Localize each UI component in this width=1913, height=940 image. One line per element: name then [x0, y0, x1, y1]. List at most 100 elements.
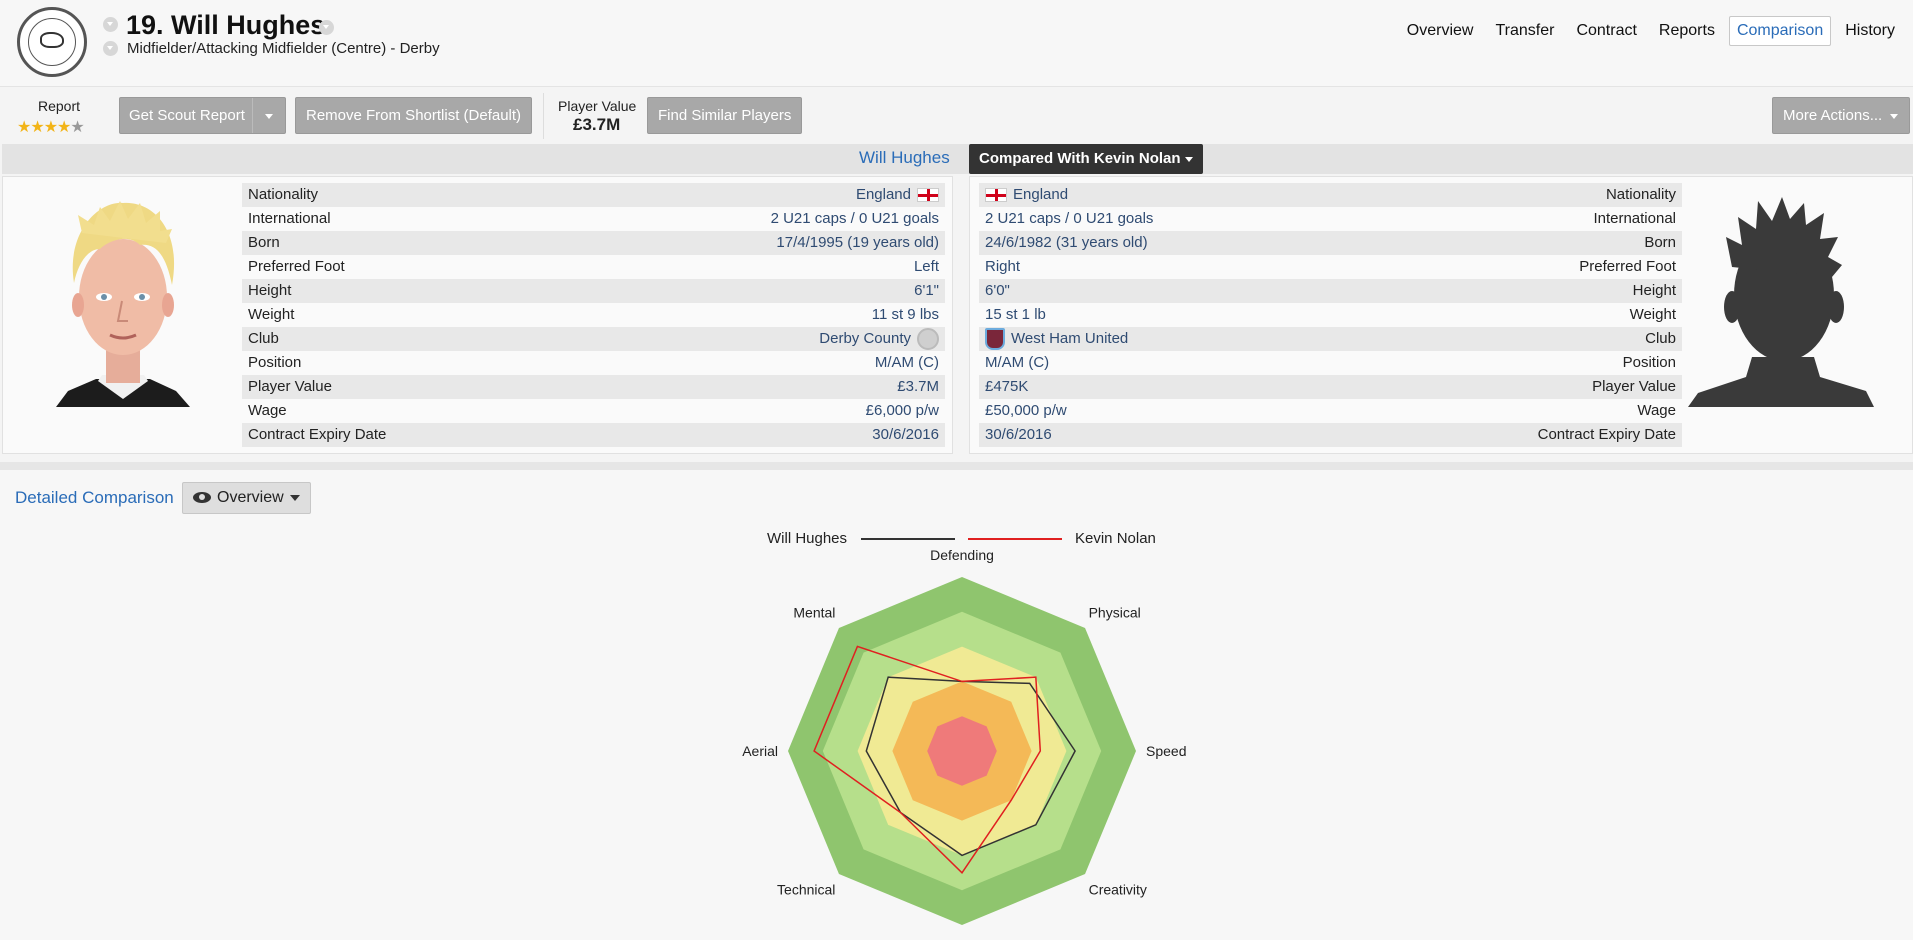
- detail-label: Contract Expiry Date: [1537, 426, 1676, 443]
- detail-value: Left: [914, 255, 939, 279]
- get-scout-report-label: Get Scout Report: [129, 107, 245, 124]
- title-dropdown-button[interactable]: [319, 20, 334, 35]
- tab-overview[interactable]: Overview: [1406, 22, 1474, 39]
- detail-value-text: M/AM (C): [985, 354, 1050, 371]
- get-scout-report-button[interactable]: Get Scout Report: [119, 97, 286, 134]
- detail-label: Born: [248, 234, 280, 251]
- detail-row: 30/6/2016 Contract Expiry Date: [979, 423, 1682, 447]
- detail-value-text: 30/6/2016: [872, 426, 939, 443]
- compared-with-label: Compared With Kevin Nolan: [979, 150, 1181, 167]
- england-flag-icon: [985, 188, 1007, 202]
- subtitle-dropdown-button[interactable]: [103, 41, 118, 56]
- player-value: £3.7M: [573, 115, 621, 134]
- detail-value-text: Right: [985, 258, 1021, 275]
- radar-axis-label: Aerial: [742, 743, 778, 759]
- legend-label-kevin-nolan: Kevin Nolan: [1075, 530, 1156, 547]
- detail-value-text: 6'1": [914, 282, 939, 299]
- player-title: 19. Will Hughes: [126, 10, 326, 40]
- detail-label: Nationality: [1605, 186, 1676, 203]
- detail-row: £475K Player Value: [979, 375, 1682, 399]
- derby-crest-icon: [917, 328, 939, 350]
- detail-row: Wage £6,000 p/w: [242, 399, 945, 423]
- detail-value-text: England: [1013, 186, 1069, 203]
- player-photo: [56, 201, 190, 407]
- detail-row: 2 U21 caps / 0 U21 goals International: [979, 207, 1682, 231]
- compared-with-dropdown[interactable]: Compared With Kevin Nolan: [969, 144, 1203, 174]
- tab-contract[interactable]: Contract: [1576, 22, 1637, 39]
- detail-value: £3.7M: [897, 375, 939, 399]
- left-player-panel: Nationality England International 2 U21 cap…: [2, 176, 953, 454]
- report-star-rating[interactable]: ★★★★★: [17, 119, 85, 136]
- detail-row: Contract Expiry Date 30/6/2016: [242, 423, 945, 447]
- radar-axis-label: Physical: [1089, 604, 1141, 620]
- detail-row: Club Derby County: [242, 327, 945, 351]
- detail-value-text: West Ham United: [1011, 330, 1129, 347]
- detail-value-text: 11 st 9 lbs: [871, 306, 939, 323]
- detail-value: 2 U21 caps / 0 U21 goals: [771, 207, 939, 231]
- detail-row: Height 6'1": [242, 279, 945, 303]
- legend-line-will-hughes: [861, 538, 955, 540]
- detail-row: Nationality England: [242, 183, 945, 207]
- detail-label: Wage: [248, 402, 287, 419]
- detail-row: 15 st 1 lb Weight: [979, 303, 1682, 327]
- detail-value-text: 2 U21 caps / 0 U21 goals: [985, 210, 1154, 227]
- detail-value-text: 17/4/1995 (19 years old): [776, 234, 939, 251]
- find-similar-players-button[interactable]: Find Similar Players: [647, 97, 803, 134]
- detail-label: Player Value: [1592, 378, 1676, 395]
- chevron-down-icon: [1184, 156, 1193, 162]
- detailed-comparison-label: Detailed Comparison: [15, 488, 174, 507]
- detail-value: 24/6/1982 (31 years old): [985, 231, 1148, 255]
- player-nav: Overview Transfer Contract Reports Compa…: [1399, 16, 1903, 46]
- tab-history[interactable]: History: [1845, 22, 1895, 39]
- previous-player-button[interactable]: [103, 17, 118, 32]
- chevron-down-icon[interactable]: [265, 98, 273, 133]
- detailed-comparison-section: Detailed Comparison Overview Will Hughes…: [0, 462, 1913, 940]
- right-player-details: England Nationality 2 U21 caps / 0 U21 goa…: [979, 183, 1682, 447]
- detail-row: Born 17/4/1995 (19 years old): [242, 231, 945, 255]
- overview-view-dropdown[interactable]: Overview: [182, 482, 311, 514]
- radar-axis-label: Mental: [793, 604, 835, 620]
- radar-axis-label: Creativity: [1089, 882, 1147, 898]
- detail-value-text: 2 U21 caps / 0 U21 goals: [770, 210, 939, 227]
- detail-value: Right: [985, 255, 1020, 279]
- detail-row: Right Preferred Foot: [979, 255, 1682, 279]
- detail-value: 17/4/1995 (19 years old): [776, 231, 939, 255]
- detail-value: 30/6/2016: [872, 423, 939, 447]
- radar-axis-label: Defending: [930, 547, 994, 563]
- detail-label: Preferred Foot: [1579, 258, 1676, 275]
- detail-row: Preferred Foot Left: [242, 255, 945, 279]
- detail-value-text: M/AM (C): [874, 354, 939, 371]
- detail-label: Club: [248, 330, 279, 347]
- detail-row: £50,000 p/w Wage: [979, 399, 1682, 423]
- legend-label-will-hughes: Will Hughes: [767, 530, 848, 547]
- detail-value[interactable]: West Ham United: [985, 327, 1128, 351]
- radar-band: [927, 716, 997, 786]
- toolbar-divider: [543, 93, 544, 139]
- detail-row: 24/6/1982 (31 years old) Born: [979, 231, 1682, 255]
- eye-icon: [193, 492, 211, 504]
- west-ham-crest-icon: [985, 328, 1005, 350]
- detail-value-text: £3.7M: [897, 378, 939, 395]
- left-player-details: Nationality England International 2 U21 cap…: [242, 183, 945, 447]
- detail-value-text: 30/6/2016: [985, 426, 1052, 443]
- player-name-link[interactable]: Will Hughes: [859, 148, 950, 167]
- report-label: Report: [38, 98, 81, 114]
- detail-value-text: £6,000 p/w: [865, 402, 939, 419]
- detail-value: 30/6/2016: [985, 423, 1052, 447]
- detail-value[interactable]: Derby County: [819, 327, 939, 351]
- tab-transfer[interactable]: Transfer: [1495, 22, 1555, 39]
- remove-from-shortlist-button[interactable]: Remove From Shortlist (Default): [295, 97, 533, 134]
- more-actions-button[interactable]: More Actions...: [1772, 97, 1910, 134]
- detail-value: 6'0": [985, 279, 1010, 303]
- player-header: 19. Will Hughes Midfielder/Attacking Mid…: [0, 0, 1913, 86]
- detail-value: M/AM (C): [985, 351, 1049, 375]
- legend-line-kevin-nolan: [968, 538, 1062, 540]
- detail-row: Player Value £3.7M: [242, 375, 945, 399]
- detail-value: £50,000 p/w: [985, 399, 1067, 423]
- player-value-label: Player Value: [558, 98, 637, 114]
- tab-reports[interactable]: Reports: [1658, 22, 1715, 39]
- detail-value: England: [985, 183, 1068, 207]
- detail-row: Weight 11 st 9 lbs: [242, 303, 945, 327]
- tab-comparison[interactable]: Comparison: [1728, 16, 1832, 46]
- toolbar: Report ★★★★★ Get Scout Report Remove Fro…: [0, 86, 1913, 144]
